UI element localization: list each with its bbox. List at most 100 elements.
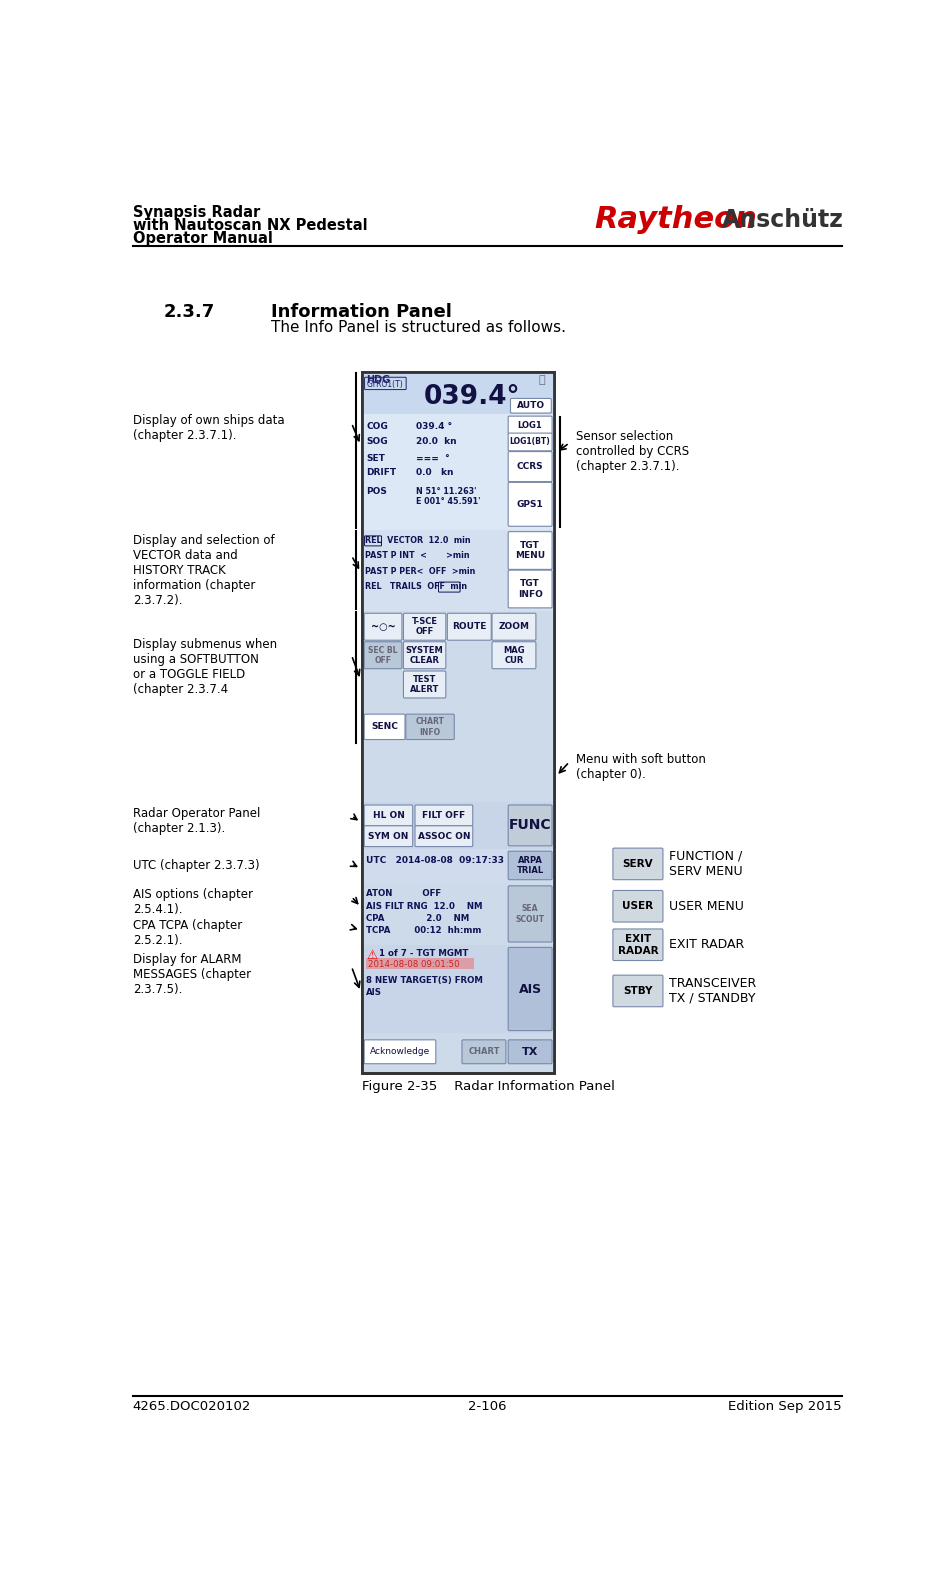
FancyBboxPatch shape	[612, 891, 663, 923]
Text: USER MENU: USER MENU	[670, 901, 745, 913]
Text: REL  VECTOR  12.0  min: REL VECTOR 12.0 min	[365, 536, 471, 544]
Text: 2-106: 2-106	[468, 1400, 506, 1413]
Text: Display submenus when
using a SOFTBUTTON
or a TOGGLE FIELD
(chapter 2.3.7.4: Display submenus when using a SOFTBUTTON…	[133, 638, 277, 695]
Text: CPA              2.0    NM: CPA 2.0 NM	[366, 913, 470, 923]
FancyBboxPatch shape	[508, 433, 553, 450]
Text: HDG: HDG	[366, 375, 390, 385]
FancyBboxPatch shape	[403, 671, 446, 698]
Text: ===  °: === °	[417, 455, 450, 463]
FancyBboxPatch shape	[362, 530, 554, 611]
Text: FUNC: FUNC	[509, 818, 552, 832]
Text: ARPA
TRIAL: ARPA TRIAL	[516, 856, 544, 875]
Text: SET: SET	[366, 455, 385, 463]
Text: TCPA        00:12  hh:mm: TCPA 00:12 hh:mm	[366, 926, 481, 936]
FancyBboxPatch shape	[492, 613, 536, 640]
Text: CPA TCPA (chapter
2.5.2.1).: CPA TCPA (chapter 2.5.2.1).	[133, 918, 243, 947]
FancyBboxPatch shape	[362, 945, 554, 1033]
FancyBboxPatch shape	[508, 417, 553, 434]
Text: The Info Panel is structured as follows.: The Info Panel is structured as follows.	[271, 320, 567, 336]
Text: CHART
INFO: CHART INFO	[416, 718, 444, 737]
FancyBboxPatch shape	[415, 805, 473, 826]
FancyBboxPatch shape	[406, 714, 455, 740]
Text: SYM ON: SYM ON	[368, 832, 409, 840]
Text: EXIT
RADAR: EXIT RADAR	[617, 934, 658, 956]
FancyBboxPatch shape	[364, 714, 405, 740]
FancyBboxPatch shape	[366, 958, 474, 969]
Text: PAST P PER<  OFF  >min: PAST P PER< OFF >min	[365, 566, 476, 576]
Text: ~○~: ~○~	[371, 622, 396, 632]
FancyBboxPatch shape	[364, 613, 402, 640]
FancyBboxPatch shape	[447, 613, 492, 640]
Text: AIS FILT RNG  12.0    NM: AIS FILT RNG 12.0 NM	[366, 902, 482, 910]
FancyBboxPatch shape	[403, 641, 446, 668]
FancyBboxPatch shape	[403, 613, 446, 640]
Text: PAST P INT  <       >min: PAST P INT < >min	[365, 550, 470, 560]
Text: T-SCE
OFF: T-SCE OFF	[412, 617, 437, 636]
Text: AIS: AIS	[366, 988, 382, 998]
Text: LOG1(BT): LOG1(BT)	[510, 438, 551, 447]
Text: ▼: ▼	[535, 967, 545, 980]
Text: 1 of 7 - TGT MGMT: 1 of 7 - TGT MGMT	[379, 948, 469, 958]
Text: 8 NEW TARGET(S) FROM: 8 NEW TARGET(S) FROM	[366, 975, 483, 985]
Text: Display of own ships data
(chapter 2.3.7.1).: Display of own ships data (chapter 2.3.7…	[133, 414, 284, 442]
FancyBboxPatch shape	[508, 531, 553, 570]
Text: Figure 2-35    Radar Information Panel: Figure 2-35 Radar Information Panel	[362, 1080, 615, 1093]
Text: UTC (chapter 2.3.7.3): UTC (chapter 2.3.7.3)	[133, 859, 260, 872]
Text: REL   TRAILS  OFF  min: REL TRAILS OFF min	[365, 582, 468, 592]
Text: GPS1: GPS1	[516, 500, 544, 509]
Text: E 001° 45.591': E 001° 45.591'	[417, 498, 480, 506]
Text: CHART: CHART	[468, 1047, 499, 1056]
Text: ROUTE: ROUTE	[452, 622, 487, 632]
Text: N 51° 11.263': N 51° 11.263'	[417, 487, 476, 496]
Text: Display and selection of
VECTOR data and
HISTORY TRACK
information (chapter
2.3.: Display and selection of VECTOR data and…	[133, 533, 275, 606]
Text: TX: TX	[522, 1047, 538, 1056]
Text: Edition Sep 2015: Edition Sep 2015	[728, 1400, 842, 1413]
FancyBboxPatch shape	[415, 826, 473, 846]
FancyBboxPatch shape	[362, 1033, 554, 1072]
Text: ATON          OFF: ATON OFF	[366, 889, 441, 899]
Text: SERV: SERV	[623, 859, 653, 869]
FancyBboxPatch shape	[362, 711, 554, 745]
Text: SYSTEM
CLEAR: SYSTEM CLEAR	[406, 646, 443, 665]
FancyBboxPatch shape	[508, 452, 553, 482]
Text: Acknowledge: Acknowledge	[370, 1047, 430, 1056]
Text: GYRO1(T): GYRO1(T)	[367, 380, 403, 388]
Text: 2014-08-08 09:01:50: 2014-08-08 09:01:50	[368, 959, 459, 969]
FancyBboxPatch shape	[508, 851, 553, 880]
Text: TGT
INFO: TGT INFO	[517, 579, 543, 598]
Text: Menu with soft button
(chapter 0).: Menu with soft button (chapter 0).	[575, 753, 706, 781]
Text: AUTO: AUTO	[516, 401, 545, 410]
Text: SENC: SENC	[371, 722, 398, 732]
FancyBboxPatch shape	[508, 570, 553, 608]
Text: ZOOM: ZOOM	[498, 622, 530, 632]
Text: USER: USER	[622, 901, 653, 912]
Text: SEC BL
OFF: SEC BL OFF	[368, 646, 398, 665]
Text: STBY: STBY	[623, 986, 652, 996]
Text: Operator Manual: Operator Manual	[133, 231, 273, 247]
Text: COG: COG	[366, 422, 388, 431]
Text: 039.4°: 039.4°	[424, 383, 520, 409]
Text: TGT
MENU: TGT MENU	[515, 541, 545, 560]
FancyBboxPatch shape	[462, 1041, 506, 1064]
Text: ASSOC ON: ASSOC ON	[417, 832, 470, 840]
FancyBboxPatch shape	[362, 372, 554, 1072]
Text: LOG1: LOG1	[517, 420, 542, 430]
FancyBboxPatch shape	[362, 802, 554, 848]
Text: FILT OFF: FILT OFF	[422, 811, 465, 819]
FancyBboxPatch shape	[364, 826, 413, 846]
FancyBboxPatch shape	[508, 886, 553, 942]
FancyBboxPatch shape	[362, 745, 554, 802]
Text: with Nautoscan NX Pedestal: with Nautoscan NX Pedestal	[133, 218, 367, 232]
Text: ⚠: ⚠	[366, 948, 378, 961]
Text: DRIFT: DRIFT	[366, 468, 397, 477]
Text: Information Panel: Information Panel	[271, 302, 453, 320]
Text: Ⓜ: Ⓜ	[538, 375, 545, 385]
Text: 20.0  kn: 20.0 kn	[417, 438, 456, 447]
FancyBboxPatch shape	[362, 372, 554, 414]
FancyBboxPatch shape	[362, 848, 554, 883]
FancyBboxPatch shape	[362, 611, 554, 711]
FancyBboxPatch shape	[612, 848, 663, 880]
Text: Anschütz: Anschütz	[722, 208, 844, 232]
Text: 4265.DOC020102: 4265.DOC020102	[133, 1400, 251, 1413]
Text: MAG
CUR: MAG CUR	[503, 646, 525, 665]
